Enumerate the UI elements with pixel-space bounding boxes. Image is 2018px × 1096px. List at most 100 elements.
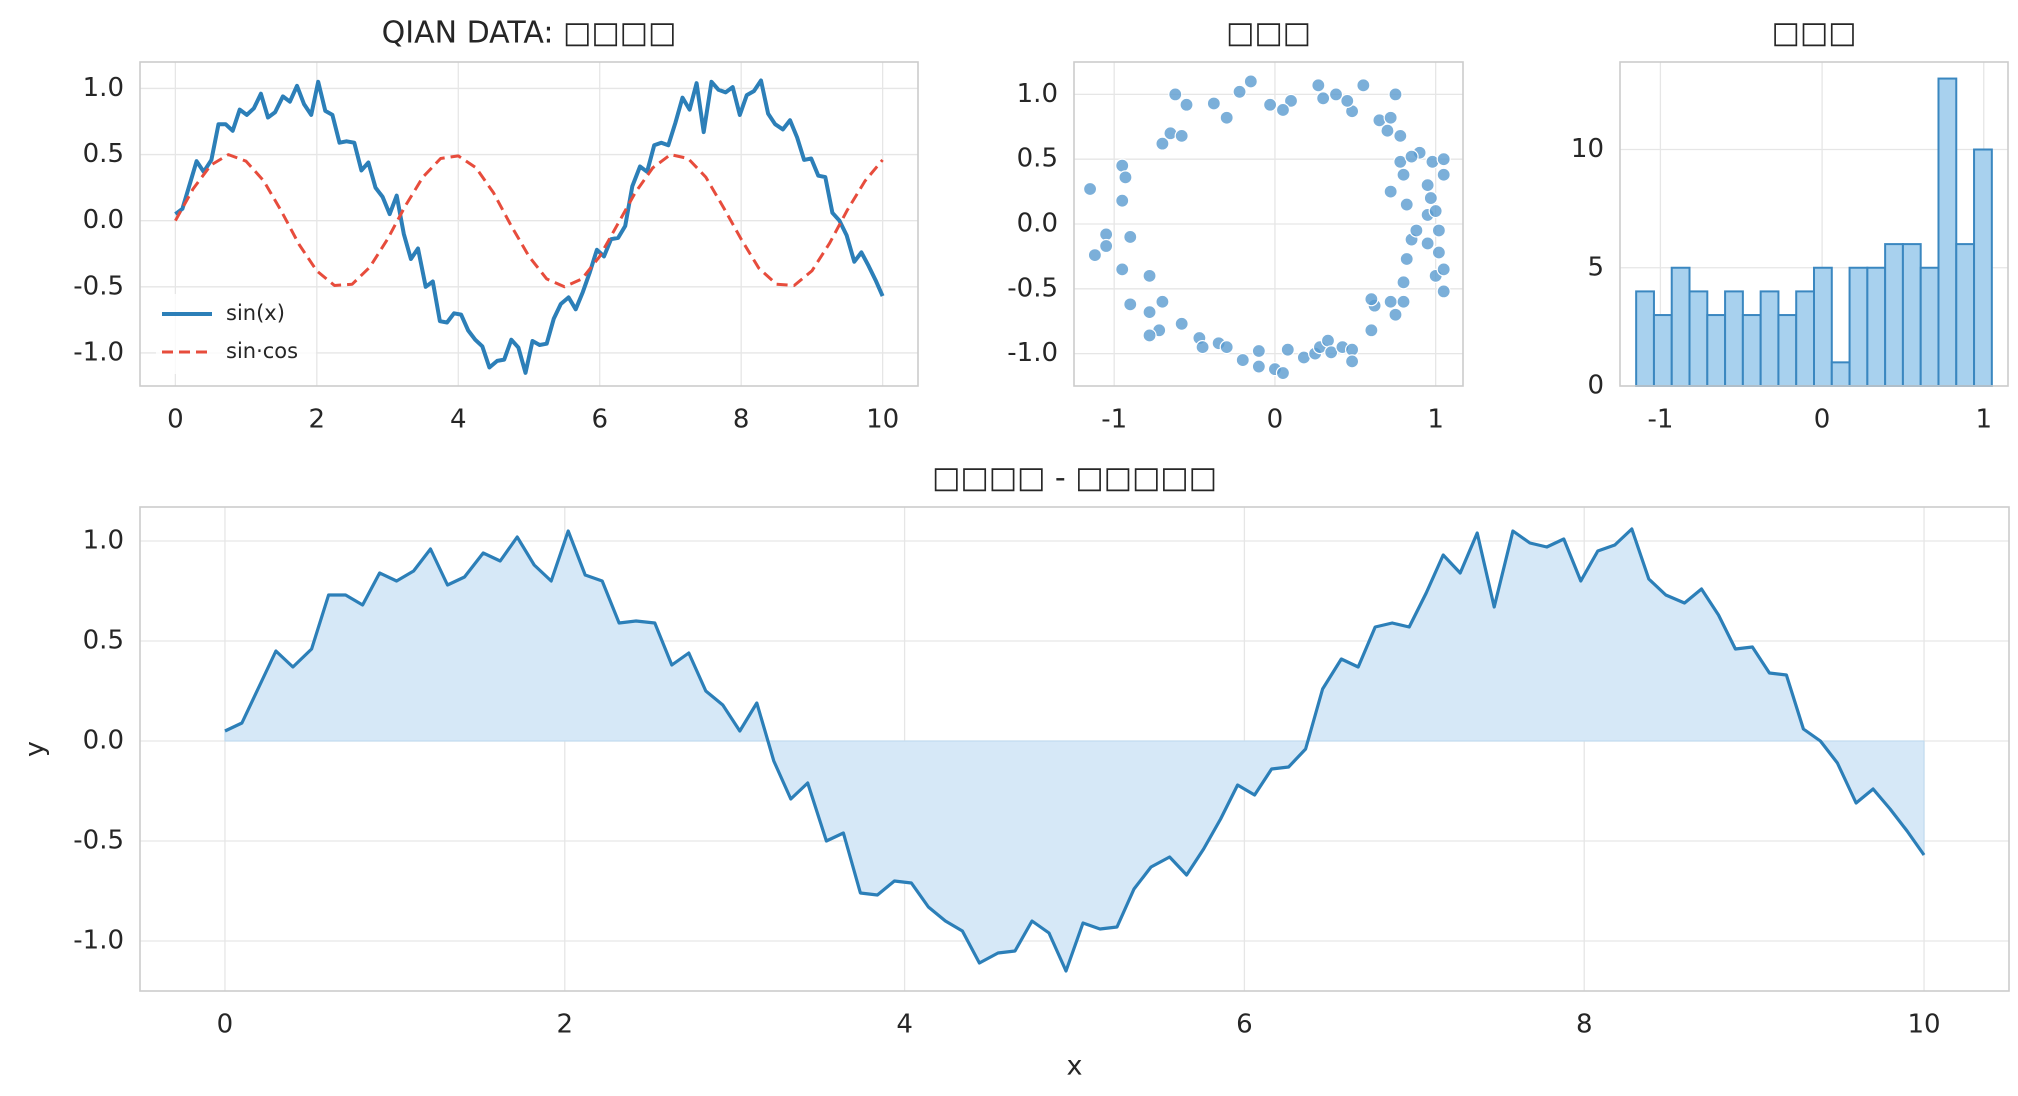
x-tick-label: 6 (1236, 1010, 1253, 1040)
scatter-point (1142, 268, 1157, 283)
scatter-point (1393, 128, 1408, 143)
scatter-point (1142, 305, 1157, 320)
scatter-point (1436, 152, 1451, 167)
scatter-point (1383, 294, 1398, 309)
histogram-bar (1884, 243, 1904, 387)
x-tick-label: 8 (1576, 1010, 1593, 1040)
y-tick-label: -1.0 (73, 926, 124, 956)
legend-box (156, 294, 316, 374)
scatter-point (1344, 354, 1360, 369)
y-tick-label: 0.0 (83, 205, 124, 235)
y-axis-label: y (20, 741, 51, 757)
histogram-bar (1813, 266, 1833, 388)
scatter-point (1383, 110, 1398, 125)
y-tick-label: -1.0 (1007, 338, 1058, 368)
y-tick-label: 0.0 (83, 726, 124, 756)
histogram-bar (1937, 77, 1958, 387)
legend-label: sin·cos (226, 339, 298, 363)
area-line (224, 527, 1926, 973)
histogram-bar (1724, 290, 1744, 387)
scatter-point (1219, 110, 1234, 125)
x-tick-label: -1 (1101, 405, 1127, 435)
scatter-point (1195, 340, 1210, 355)
legend-label: sin(x) (226, 301, 285, 325)
scatter-point (1082, 181, 1098, 197)
scatter-point (1174, 316, 1189, 331)
scatter-point (1179, 97, 1194, 112)
histogram-bar (1670, 266, 1691, 388)
x-tick-label: 4 (896, 1010, 913, 1040)
x-tick-label: 6 (591, 405, 608, 435)
x-axis-label: x (1067, 1051, 1083, 1082)
y-tick-label: -0.5 (73, 826, 124, 856)
scatter-point (1123, 229, 1138, 245)
histogram-bar (1777, 314, 1798, 387)
histogram-bar (1830, 361, 1851, 388)
subplot: 0 2 4 6 8 10 -1.0 -0.5 0.0 0.5 1.0 □□□□ - □□□□□ x y (20, 461, 2010, 1082)
scatter-point (1420, 236, 1435, 251)
scatter-point (1396, 167, 1411, 182)
scatter-point (1320, 333, 1336, 348)
line-series (174, 153, 884, 289)
scatter-point (1168, 87, 1183, 102)
subplot: -1 0 1 -1.0 -0.5 0.0 0.5 1.0 □□□ (1007, 16, 1464, 435)
scatter-point (1328, 87, 1344, 102)
x-tick-label: 2 (309, 405, 326, 435)
x-tick-label: -1 (1647, 405, 1673, 435)
histogram-bar (1635, 290, 1655, 387)
scatter-point (1311, 78, 1326, 93)
scatter-point (1428, 203, 1443, 219)
y-tick-label: -0.5 (73, 271, 124, 301)
histogram-bar (1706, 314, 1727, 387)
scatter-point (1243, 74, 1258, 89)
histogram-bar (1795, 290, 1816, 387)
scatter-point (1115, 193, 1130, 208)
scatter-point (1431, 245, 1446, 260)
y-tick-label: -1.0 (73, 337, 124, 367)
scatter-point (1123, 297, 1138, 312)
scatter-point (1232, 84, 1247, 99)
scatter-point (1251, 359, 1266, 374)
scatter-point (1118, 170, 1133, 185)
scatter-point (1404, 149, 1419, 164)
x-tick-label: 10 (866, 405, 899, 435)
y-tick-label: 0.5 (83, 139, 124, 169)
histogram-bar (1741, 314, 1762, 387)
histogram-bar (1688, 290, 1709, 387)
histogram-bar (1955, 243, 1976, 387)
y-tick-label: 0.5 (83, 626, 124, 656)
scatter-point (1436, 284, 1451, 299)
scatter-point (1087, 248, 1102, 263)
plot-frame (139, 61, 919, 387)
x-tick-label: 0 (1267, 405, 1284, 435)
scatter-point (1115, 262, 1130, 277)
scatter-point (1263, 97, 1278, 112)
scatter-point (1275, 102, 1291, 118)
scatter-point (1099, 238, 1114, 254)
scatter-point (1364, 292, 1379, 307)
x-tick-label: 2 (556, 1010, 573, 1040)
y-tick-label: 10 (1571, 134, 1604, 164)
scatter-point (1388, 87, 1403, 102)
scatter-point (1399, 251, 1414, 267)
histogram-bar (1919, 266, 1940, 388)
subplot-title: □□□ (1226, 16, 1311, 51)
scatter-point (1436, 167, 1451, 182)
scatter-point (1155, 136, 1170, 151)
scatter-point (1383, 184, 1398, 199)
histogram-bar (1759, 290, 1780, 387)
scatter-point (1155, 294, 1170, 309)
scatter-point (1396, 294, 1411, 309)
y-tick-label: 0.0 (1017, 209, 1058, 239)
histogram-bar (1901, 243, 1922, 387)
subplot-title: QIAN DATA: □□□□ (382, 16, 677, 51)
subplot-title: □□□ (1771, 16, 1856, 51)
scatter-point (1115, 158, 1130, 173)
scatter-point (1340, 93, 1355, 108)
x-tick-label: 0 (1814, 405, 1831, 435)
scatter-point (1396, 275, 1411, 290)
scatter-point (1280, 342, 1295, 357)
subplot: 0 2 4 6 8 10 -1.0 -0.5 0.0 0.5 1.0 QIAN DATA: □□□□ s… (73, 16, 919, 435)
